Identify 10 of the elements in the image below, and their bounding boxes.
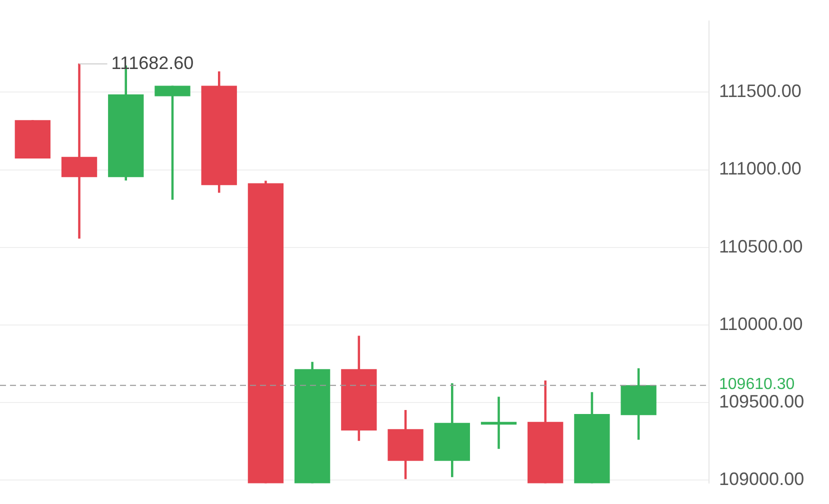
y-tick-label: 111500.00 — [719, 81, 802, 102]
y-tick-label: 109500.00 — [719, 391, 804, 412]
candlestick — [61, 64, 98, 239]
annotation: 111682.60 — [111, 52, 194, 73]
y-tick-label: 110500.00 — [719, 236, 803, 256]
candlestick — [480, 396, 517, 449]
y-tick-label: 109000.00 — [719, 469, 804, 490]
ref-line-label: 109610.30 — [719, 376, 795, 393]
y-tick-label: 110000.00 — [719, 314, 803, 334]
y-tick-label: 111000.00 — [719, 158, 802, 179]
